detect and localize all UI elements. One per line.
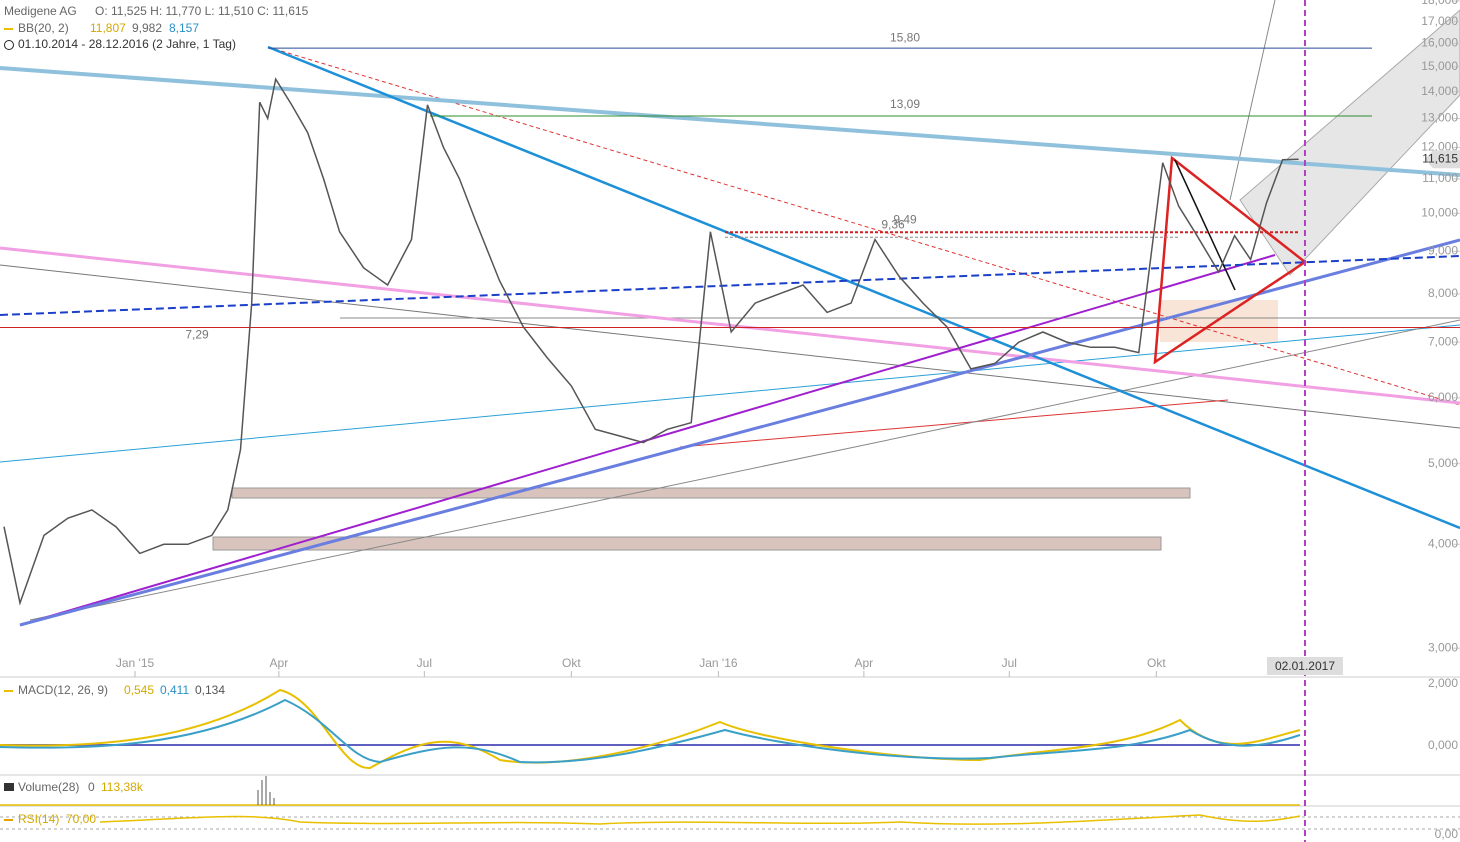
- y-tick-label: 4,000: [1428, 536, 1458, 550]
- volume-label: Volume(28): [18, 780, 79, 794]
- price-tag-box: [1425, 150, 1460, 169]
- y-tick-label: 17,000: [1421, 14, 1458, 28]
- macd-signal: 0,411: [160, 683, 189, 697]
- y-tick-label: 8,000: [1428, 286, 1458, 300]
- level-label: 13,09: [890, 97, 920, 111]
- clock-icon: [4, 40, 14, 50]
- y-tick-label: 11,000: [1422, 171, 1458, 185]
- y-tick-label: 9,000: [1428, 244, 1458, 258]
- y-tick-label: 12,000: [1421, 140, 1458, 154]
- macd-hist: 0,134: [195, 683, 225, 697]
- x-tick-label: Okt: [1147, 656, 1166, 670]
- volume-avg: 113,38k: [101, 780, 144, 794]
- y-tick-label: 18,000: [1421, 0, 1458, 7]
- y-tick-label: 7,000: [1428, 334, 1458, 348]
- macd-tick: 2,000: [1428, 676, 1458, 690]
- y-tick-label: 14,000: [1421, 84, 1458, 98]
- header: Medigene AG O: 11,525 H: 11,770 L: 11,51…: [4, 4, 309, 51]
- rsi-value: 70,00: [66, 812, 96, 826]
- symbol: Medigene AG: [4, 4, 77, 18]
- macd-tick: 0,000: [1428, 738, 1458, 752]
- level-label: 9,49: [893, 212, 917, 226]
- date-tag-box: [1266, 657, 1343, 675]
- x-tick-label: Jan '16: [699, 656, 738, 670]
- ohlc: O: 11,525 H: 11,770 L: 11,510 C: 11,615: [95, 4, 309, 18]
- level-label: 9,36: [881, 217, 905, 231]
- volume-value: 0: [88, 780, 95, 794]
- macd-label: MACD(12, 26, 9): [18, 683, 108, 697]
- macd-value: 0,545: [124, 683, 154, 697]
- y-tick-label: 5,000: [1428, 456, 1458, 470]
- y-tick-label: 10,000: [1421, 205, 1458, 219]
- y-tick-label: 15,000: [1421, 59, 1458, 73]
- level-label: 7,29: [185, 328, 209, 342]
- price-line: [3, 77, 1299, 606]
- bb-lower: 8,157: [169, 21, 199, 35]
- y-tick-label: 16,000: [1421, 36, 1458, 50]
- level-label: 15,80: [890, 30, 920, 44]
- x-tick-label: Okt: [562, 656, 581, 670]
- rsi-label: RSI(14): [18, 812, 59, 826]
- x-tick-label: Apr: [855, 656, 874, 670]
- y-tick-label: 3,000: [1428, 640, 1458, 654]
- x-tick-label: Jan '15: [116, 656, 155, 670]
- x-tick-label: Apr: [270, 656, 289, 670]
- panel-labels: MACD(12, 26, 9) 0,545 0,411 0,134 2,000 …: [4, 676, 1458, 841]
- date-tag: 02.01.2017: [1275, 659, 1335, 673]
- y-tick-label: 6,000: [1428, 390, 1458, 404]
- x-tick-label: Jul: [417, 656, 432, 670]
- rsi-tick: 0,00: [1435, 827, 1459, 841]
- bb-mid: 9,982: [132, 21, 162, 35]
- x-tick-label: Jul: [1002, 656, 1017, 670]
- bb-label: BB(20, 2): [18, 21, 69, 35]
- bb-upper: 11,807: [90, 21, 126, 35]
- y-tick-label: 13,000: [1421, 111, 1458, 125]
- range: 01.10.2014 - 28.12.2016 (2 Jahre, 1 Tag): [18, 37, 236, 51]
- price-tag: 11,615: [1422, 151, 1458, 165]
- volume-icon: [4, 783, 14, 791]
